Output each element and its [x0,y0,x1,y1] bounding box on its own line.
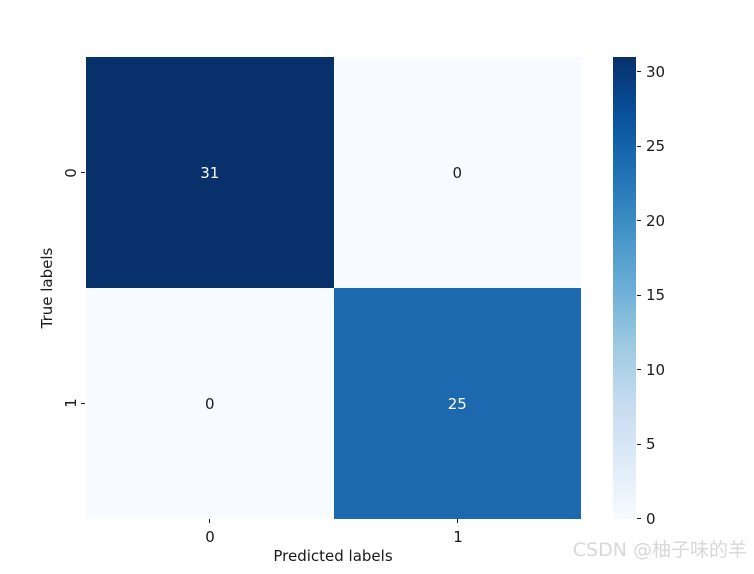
colorbar-tick-mark-20 [637,220,641,221]
colorbar-gradient [613,57,636,519]
colorbar-tick-mark-0 [637,518,641,519]
y-axis-label: True labels [38,247,56,329]
heatmap-cell-0-0: 31 [86,57,334,288]
colorbar-tick-label-15: 15 [646,286,666,304]
colorbar-tick-label-25: 25 [646,137,666,155]
colorbar-tick-label-0: 0 [646,510,656,528]
colorbar-tick-mark-25 [637,146,641,147]
colorbar-tick-mark-15 [637,295,641,296]
x-tick-mark-0 [209,519,210,523]
y-tick-mark-0 [81,172,85,173]
y-tick-label-1: 1 [62,398,80,408]
colorbar-tick-label-10: 10 [646,361,666,379]
y-tick-mark-1 [81,403,85,404]
csdn-watermark: CSDN @柚子味的羊 [572,539,747,561]
heatmap-cell-1-0: 0 [86,288,334,519]
x-tick-mark-1 [457,519,458,523]
colorbar-tick-label-30: 30 [646,63,666,81]
y-tick-label-0: 0 [62,168,80,178]
heatmap-cell-1-1: 25 [333,288,581,519]
heatmap-axes: 31 0 0 25 [86,57,581,519]
colorbar-tick-mark-10 [637,369,641,370]
heatmap-cell-0-1: 0 [333,57,581,288]
x-tick-label-0: 0 [205,528,215,546]
colorbar-tick-mark-5 [637,444,641,445]
colorbar-tick-label-20: 20 [646,212,666,230]
colorbar-tick-mark-30 [637,71,641,72]
x-tick-label-1: 1 [453,528,463,546]
colorbar-tick-label-5: 5 [646,435,656,453]
x-axis-label: Predicted labels [273,547,393,565]
